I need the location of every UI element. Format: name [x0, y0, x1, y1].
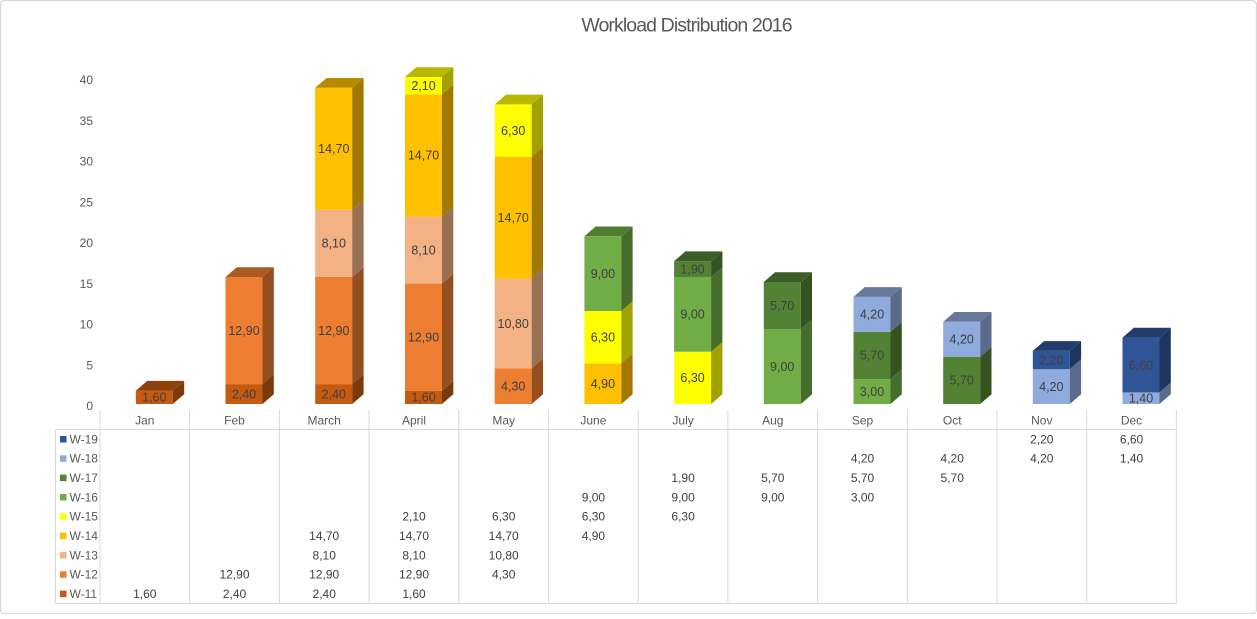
svg-text:4,20: 4,20 — [1030, 452, 1054, 466]
svg-text:1,40: 1,40 — [1120, 452, 1144, 466]
svg-text:12,90: 12,90 — [399, 568, 429, 582]
svg-text:25: 25 — [80, 195, 94, 209]
svg-text:5,70: 5,70 — [761, 471, 785, 485]
svg-text:4,90: 4,90 — [582, 529, 606, 543]
svg-text:5,70: 5,70 — [860, 349, 884, 363]
svg-text:4,90: 4,90 — [591, 377, 615, 391]
svg-text:2,10: 2,10 — [402, 510, 426, 524]
svg-text:4,20: 4,20 — [860, 308, 884, 322]
svg-text:14,70: 14,70 — [498, 211, 529, 225]
svg-text:4,20: 4,20 — [851, 452, 875, 466]
svg-text:9,00: 9,00 — [591, 267, 615, 281]
svg-text:2,40: 2,40 — [223, 587, 247, 601]
svg-text:6,30: 6,30 — [680, 371, 704, 385]
svg-text:6,60: 6,60 — [1120, 432, 1144, 446]
svg-text:5: 5 — [86, 358, 93, 372]
svg-text:4,20: 4,20 — [1039, 380, 1063, 394]
svg-text:April: April — [402, 414, 426, 428]
svg-text:14,70: 14,70 — [408, 149, 439, 163]
svg-text:12,90: 12,90 — [228, 324, 259, 338]
svg-text:Workload Distribution 2016: Workload Distribution 2016 — [581, 15, 791, 37]
svg-text:12,90: 12,90 — [309, 568, 339, 582]
svg-text:4,20: 4,20 — [941, 452, 965, 466]
svg-text:9,00: 9,00 — [761, 490, 785, 504]
svg-text:2,20: 2,20 — [1030, 432, 1054, 446]
svg-text:12,90: 12,90 — [318, 324, 349, 338]
svg-text:9,00: 9,00 — [770, 360, 794, 374]
svg-text:W-13: W-13 — [70, 548, 99, 562]
svg-text:6,30: 6,30 — [492, 510, 516, 524]
svg-text:W-12: W-12 — [70, 568, 99, 582]
svg-text:May: May — [492, 414, 515, 428]
svg-text:June: June — [580, 414, 606, 428]
svg-text:6,30: 6,30 — [671, 510, 695, 524]
svg-text:5,70: 5,70 — [770, 299, 794, 313]
svg-text:14,70: 14,70 — [309, 529, 339, 543]
svg-text:8,10: 8,10 — [402, 548, 426, 562]
svg-text:2,40: 2,40 — [313, 587, 337, 601]
svg-text:July: July — [672, 414, 693, 428]
svg-text:35: 35 — [80, 114, 94, 128]
svg-text:Feb: Feb — [224, 414, 245, 428]
svg-text:2,20: 2,20 — [1039, 353, 1063, 367]
svg-text:4,30: 4,30 — [501, 380, 525, 394]
svg-text:2,10: 2,10 — [411, 79, 435, 93]
svg-text:0: 0 — [86, 399, 93, 413]
svg-text:6,30: 6,30 — [591, 331, 615, 345]
svg-text:1,60: 1,60 — [133, 587, 157, 601]
svg-text:6,30: 6,30 — [501, 124, 525, 138]
svg-text:Dec: Dec — [1121, 414, 1142, 428]
svg-text:W-16: W-16 — [70, 490, 99, 504]
svg-text:W-11: W-11 — [70, 587, 98, 601]
svg-text:9,00: 9,00 — [671, 490, 695, 504]
svg-text:1,60: 1,60 — [411, 391, 435, 405]
svg-text:W-19: W-19 — [70, 432, 99, 446]
svg-text:2,40: 2,40 — [322, 387, 346, 401]
svg-text:2,40: 2,40 — [232, 387, 256, 401]
svg-text:12,90: 12,90 — [408, 331, 439, 345]
svg-text:W-15: W-15 — [70, 510, 99, 524]
svg-text:10,80: 10,80 — [489, 548, 519, 562]
svg-text:5,70: 5,70 — [851, 471, 875, 485]
svg-text:4,20: 4,20 — [950, 333, 974, 347]
svg-text:3,00: 3,00 — [851, 490, 875, 504]
svg-text:1,40: 1,40 — [1129, 392, 1153, 406]
svg-text:Oct: Oct — [943, 414, 962, 428]
svg-text:12,90: 12,90 — [219, 568, 249, 582]
svg-text:10: 10 — [80, 318, 94, 332]
svg-text:8,10: 8,10 — [322, 237, 346, 251]
svg-text:14,70: 14,70 — [399, 529, 429, 543]
svg-text:1,90: 1,90 — [671, 471, 695, 485]
svg-text:1,60: 1,60 — [402, 587, 426, 601]
svg-text:10,80: 10,80 — [498, 317, 529, 331]
svg-text:Nov: Nov — [1031, 414, 1052, 428]
svg-text:W-14: W-14 — [70, 529, 99, 543]
svg-text:20: 20 — [80, 236, 94, 250]
svg-text:W-17: W-17 — [70, 471, 99, 485]
svg-text:March: March — [308, 414, 341, 428]
svg-text:1,60: 1,60 — [142, 391, 166, 405]
svg-text:4,30: 4,30 — [492, 568, 516, 582]
svg-text:6,30: 6,30 — [582, 510, 606, 524]
svg-text:14,70: 14,70 — [318, 142, 349, 156]
svg-text:5,70: 5,70 — [941, 471, 965, 485]
svg-text:1,90: 1,90 — [680, 262, 704, 276]
svg-text:40: 40 — [80, 73, 94, 87]
svg-text:14,70: 14,70 — [489, 529, 519, 543]
svg-text:3,00: 3,00 — [860, 385, 884, 399]
svg-text:8,10: 8,10 — [313, 548, 337, 562]
svg-text:15: 15 — [80, 277, 94, 291]
svg-text:6,60: 6,60 — [1129, 358, 1153, 372]
svg-text:Aug: Aug — [762, 414, 783, 428]
svg-text:Sep: Sep — [852, 414, 874, 428]
svg-text:9,00: 9,00 — [680, 308, 704, 322]
svg-text:Jan: Jan — [135, 414, 154, 428]
svg-text:W-18: W-18 — [70, 452, 99, 466]
svg-text:8,10: 8,10 — [411, 243, 435, 257]
svg-text:9,00: 9,00 — [582, 490, 606, 504]
svg-text:5,70: 5,70 — [950, 374, 974, 388]
svg-text:30: 30 — [80, 155, 94, 169]
